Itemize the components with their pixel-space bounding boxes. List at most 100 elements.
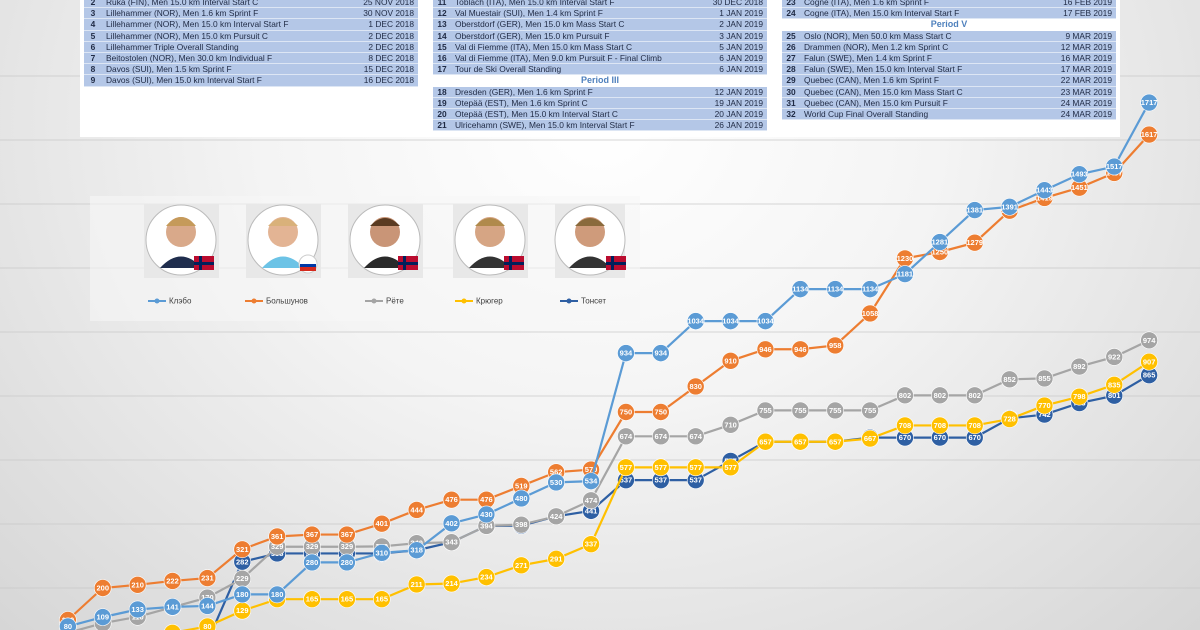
data-label: 1391 <box>1001 202 1018 211</box>
period-heading: Period III <box>433 75 767 87</box>
point <box>338 525 356 544</box>
race-row: 26 Drammen (NOR), Men 1.2 km Sprint C 12 M… <box>782 41 1116 53</box>
race-row: 15 Val di Fiemme (ITA), Men 15.0 km Mass … <box>433 41 767 53</box>
point <box>442 574 461 593</box>
data-label: 210 <box>131 580 144 589</box>
point <box>268 585 286 604</box>
data-label: 430 <box>480 510 493 519</box>
data-label: 329 <box>341 542 354 551</box>
data-label: 444 <box>410 505 423 514</box>
race-date: 19 JAN 2019 <box>714 97 763 108</box>
point <box>686 312 705 330</box>
data-label: 1134 <box>827 285 844 294</box>
race-row: 28 Falun (SWE), Men 15.0 km Interval Star… <box>782 64 1116 76</box>
point <box>965 416 984 435</box>
point <box>686 377 705 396</box>
data-label: 755 <box>759 406 772 415</box>
series: 1002002102222313213613673674014444764765… <box>59 125 1158 629</box>
data-label: 180 <box>271 590 284 599</box>
data-label: 770 <box>1038 401 1051 410</box>
data-label: 165 <box>341 595 354 604</box>
race-row: 23 Cogne (ITA), Men 1.6 km Sprint F 16 FEB… <box>782 0 1116 9</box>
race-number: 15 <box>437 41 447 52</box>
data-label: 441 <box>585 506 598 515</box>
race-name: Drammen (NOR), Men 1.2 km Sprint C <box>804 41 949 52</box>
data-label: 907 <box>1143 357 1156 366</box>
data-label: 329 <box>271 542 284 551</box>
race-name: Val di Fiemme (ITA), Men 9.0 km Pursuit … <box>455 52 662 63</box>
point <box>756 312 775 330</box>
point <box>861 304 879 323</box>
point <box>338 553 356 572</box>
data-label: 1381 <box>966 206 983 215</box>
point <box>547 507 565 526</box>
data-label: 865 <box>1143 371 1156 380</box>
photo <box>246 204 321 278</box>
point <box>338 590 356 609</box>
data-label: 60 <box>168 628 176 630</box>
data-label: 562 <box>550 468 563 477</box>
race-date: 12 JAN 2019 <box>714 86 763 97</box>
series-line <box>67 102 1151 628</box>
point <box>826 432 845 451</box>
race-name: Tour de Ski Overall Standing <box>455 64 562 75</box>
race-name: Otepää (EST), Men 15.0 km Interval Start… <box>455 108 618 119</box>
point <box>826 336 845 355</box>
legend-label: Клэбо <box>169 297 192 306</box>
data-label: 674 <box>689 432 702 441</box>
series: 1020406080129165165165165211214234271291… <box>164 352 1158 630</box>
point <box>652 344 670 362</box>
point <box>652 458 670 477</box>
data-label: 801 <box>1108 391 1121 400</box>
grid <box>0 75 1200 589</box>
race-number: 21 <box>437 120 447 131</box>
race-row: 3 Lillehammer (NOR), Men 1.6 km Sprint F 3… <box>84 8 418 20</box>
data-label: 424 <box>550 512 563 521</box>
race-number: 20 <box>437 108 447 119</box>
data-label: 129 <box>236 606 249 615</box>
data-label: 798 <box>1073 392 1086 401</box>
race-number: 28 <box>786 64 796 75</box>
point <box>861 280 879 298</box>
data-label: 402 <box>445 519 458 528</box>
data-label: 657 <box>759 437 772 446</box>
data-label: 1451 <box>1071 183 1088 192</box>
point <box>1140 93 1158 112</box>
data-label: 830 <box>689 382 702 391</box>
data-label: 234 <box>480 573 493 582</box>
race-row: 18 Dresden (GER), Men 1.6 km Sprint F 12 J… <box>433 86 767 98</box>
race-date: 24 MAR 2019 <box>1060 97 1112 108</box>
race-number: 6 <box>90 41 96 52</box>
point <box>686 427 705 446</box>
point <box>791 340 810 359</box>
data-label: 1230 <box>897 254 914 263</box>
data-label: 1134 <box>792 285 809 294</box>
race-name: Quebec (CAN), Men 1.6 km Sprint F <box>804 75 939 86</box>
data-label: 657 <box>829 437 842 446</box>
data-label: 222 <box>166 576 179 585</box>
point <box>512 556 531 575</box>
data-label: 802 <box>899 391 912 400</box>
point <box>547 473 565 492</box>
point <box>372 543 391 562</box>
race-number: 11 <box>437 0 447 7</box>
point <box>965 201 984 219</box>
point <box>617 427 635 446</box>
data-label: 1281 <box>932 238 949 247</box>
point <box>477 505 496 524</box>
data-label: 401 <box>376 519 389 528</box>
race-date: 3 JAN 2019 <box>719 30 763 41</box>
race-table: 2 Ruka (FIN), Men 15.0 km Interval Start … <box>80 0 1120 137</box>
race-number: 17 <box>437 64 447 75</box>
point <box>721 458 740 477</box>
point <box>931 386 949 405</box>
point <box>582 491 600 510</box>
data-label: 537 <box>655 476 668 485</box>
point <box>617 344 635 362</box>
race-date: 12 MAR 2019 <box>1060 41 1112 52</box>
legend-marker <box>566 298 572 304</box>
race-name: Oberstdorf (GER), Men 15.0 km Pursuit F <box>455 30 610 41</box>
point <box>477 568 496 586</box>
race-name: Lillehammer (NOR), Men 1.6 km Sprint F <box>106 8 259 19</box>
data-label: 670 <box>934 433 947 442</box>
